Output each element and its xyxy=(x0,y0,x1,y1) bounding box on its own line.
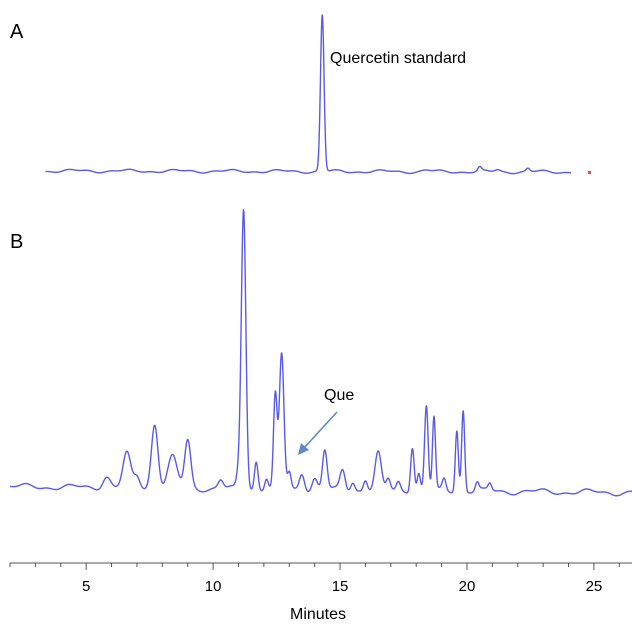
que-arrow xyxy=(298,411,338,455)
que-annotation: Que xyxy=(324,387,354,404)
x-tick-label: 5 xyxy=(82,578,90,595)
x-tick-label: 20 xyxy=(459,578,476,595)
panel-b-label: B xyxy=(10,231,23,253)
trace-a-line xyxy=(45,14,572,175)
marker-dot xyxy=(588,171,591,174)
quercetin-standard-annotation: Quercetin standard xyxy=(330,50,466,67)
x-tick-label: 15 xyxy=(332,578,349,595)
x-tick-label: 25 xyxy=(586,578,603,595)
panel-a: A Quercetin standard xyxy=(10,14,591,175)
panel-b: B Que xyxy=(9,209,632,497)
trace-b-line xyxy=(9,209,632,497)
x-axis-label: Minutes xyxy=(290,606,346,623)
panel-a-label: A xyxy=(10,21,24,43)
x-tick-label: 10 xyxy=(205,578,222,595)
x-axis: 5 10 15 20 25 Minutes xyxy=(9,562,632,623)
